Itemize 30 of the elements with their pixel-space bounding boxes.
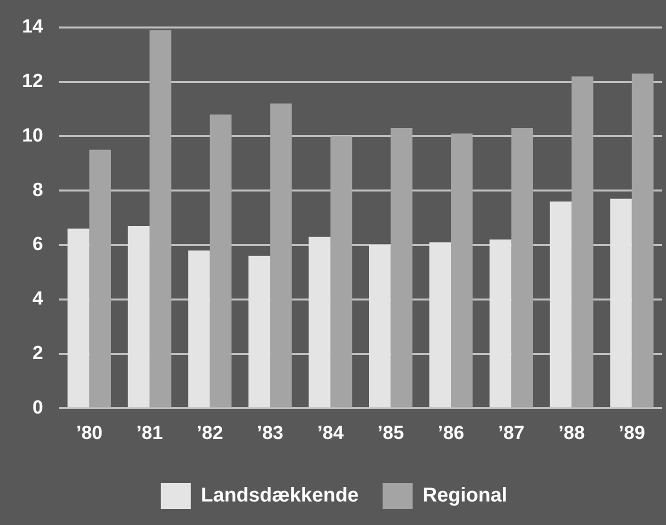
y-tick-label: 2 <box>32 343 44 364</box>
legend-label: Landsdækkende <box>200 484 359 507</box>
bar <box>450 133 473 408</box>
y-tick-label: 12 <box>22 71 44 92</box>
bar <box>270 104 292 408</box>
y-tick-label: 4 <box>32 288 44 310</box>
bar <box>572 76 594 408</box>
x-tick-label: ’89 <box>618 422 646 444</box>
bar <box>210 114 232 408</box>
x-tick-label: ’85 <box>378 422 404 444</box>
bar <box>150 30 172 408</box>
y-tick-label: 8 <box>32 180 44 201</box>
x-tick-label: ’87 <box>498 422 524 444</box>
x-tick-label: ’84 <box>317 422 344 444</box>
bar <box>511 128 533 408</box>
x-tick-label: ’82 <box>196 422 224 444</box>
bar <box>632 74 654 408</box>
x-tick-label: ’81 <box>136 422 164 444</box>
bar <box>89 150 111 408</box>
y-tick-label: 10 <box>22 125 44 146</box>
y-tick-label: 0 <box>32 397 44 418</box>
legend-label: Regional <box>422 484 508 507</box>
x-tick-label: ’88 <box>558 422 585 444</box>
x-tick-label: ’86 <box>438 422 464 444</box>
bar <box>330 136 352 408</box>
x-tick-label: ’80 <box>76 422 102 444</box>
y-tick-label: 6 <box>32 234 44 256</box>
bar <box>390 128 412 408</box>
x-tick-label: ’83 <box>256 422 284 444</box>
y-tick-label: 14 <box>22 16 44 38</box>
